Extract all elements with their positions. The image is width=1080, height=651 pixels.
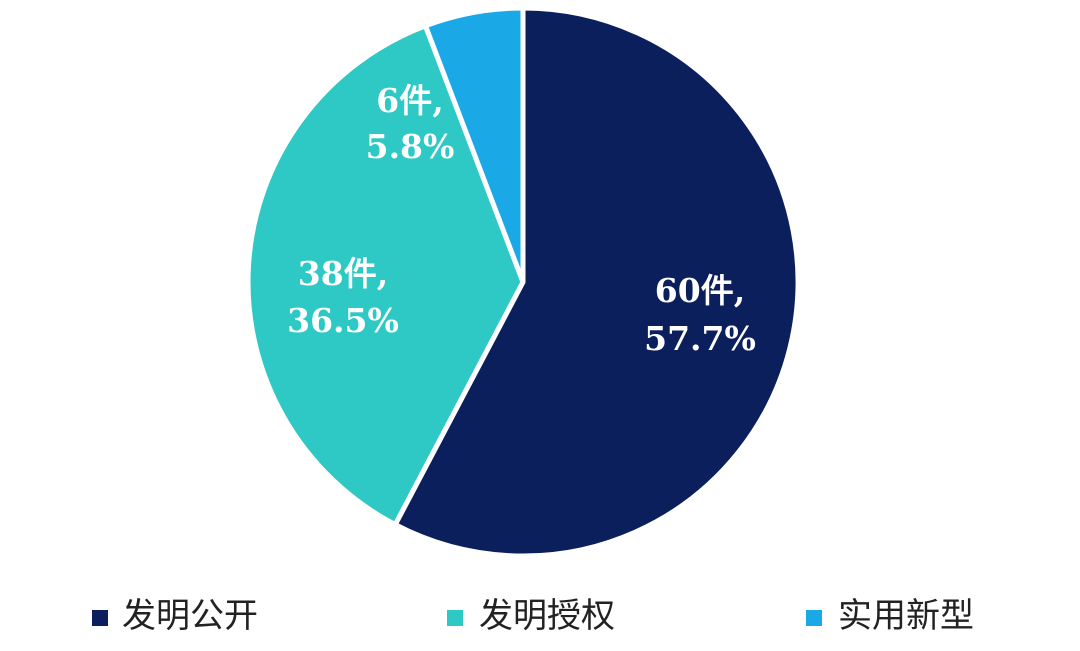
data-label-count: 6件, [376, 81, 443, 120]
data-label-percent: 57.7% [644, 319, 756, 358]
data-label-count: 60件, [655, 271, 745, 310]
legend: 发明公开 发明授权 实用新型 [92, 596, 974, 636]
data-label-3: 6件, 5.8% [366, 81, 455, 166]
pie-slice-1 [392, 5, 801, 559]
pie-labels: 60件, 57.7% 38件, 36.5% 6件, 5.8% [287, 81, 756, 358]
pie-slice-2 [245, 23, 526, 528]
legend-label-1: 发明公开 [122, 596, 258, 636]
legend-swatch-3 [806, 610, 822, 626]
data-label-percent: 36.5% [287, 301, 399, 340]
legend-label-2: 发明授权 [479, 596, 615, 636]
data-label-count: 38件, [298, 254, 388, 293]
data-label-2: 38件, 36.5% [287, 254, 399, 340]
data-label-percent: 5.8% [366, 127, 455, 166]
legend-swatch-2 [447, 610, 463, 626]
legend-swatch-1 [92, 610, 108, 626]
pie-slices [245, 5, 801, 559]
legend-label-3: 实用新型 [838, 596, 974, 636]
pie-slice-3 [422, 5, 526, 285]
data-label-1: 60件, 57.7% [644, 271, 756, 358]
